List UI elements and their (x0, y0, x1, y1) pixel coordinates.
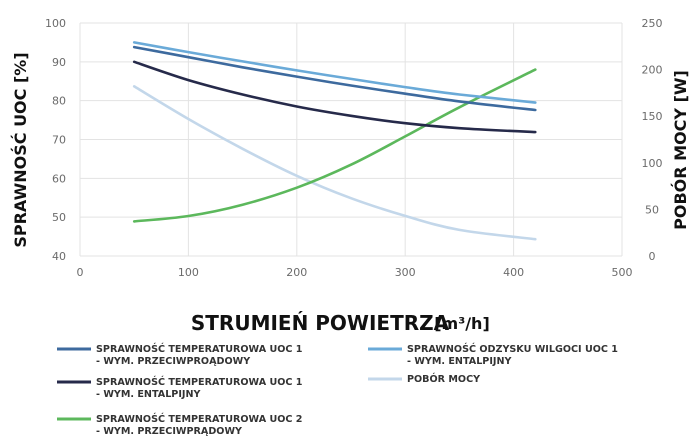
grid (79, 22, 623, 257)
x-axis-unit: [m³/h] (434, 314, 490, 333)
x-tick-label: 0 (77, 266, 84, 279)
series-lines (132, 41, 537, 241)
y2-tick-label: 150 (642, 110, 663, 123)
legend-item: SPRAWNOŚĆ TEMPERATUROWA UOC 1- WYM. PRZE… (57, 342, 303, 367)
y-tick-label: 100 (45, 17, 66, 30)
legend-label: SPRAWNOŚĆ ODZYSKU WILGOCI UOC 1 (407, 342, 618, 355)
y2-axis-title: POBÓR MOCY [W] (671, 70, 690, 230)
legend-label: SPRAWNOŚĆ TEMPERATUROWA UOC 1 (96, 375, 303, 388)
y-tick-label: 70 (52, 134, 66, 147)
legend-label-line2: - WYM. PRZECIWPRĄDOWY (96, 426, 243, 437)
x-tick-label: 500 (612, 266, 633, 279)
legend: SPRAWNOŚĆ TEMPERATUROWA UOC 1- WYM. PRZE… (57, 342, 618, 437)
legend-label-line2: - WYM. PRZECIWPROĄDOWY (96, 356, 251, 367)
x-tick-label: 300 (395, 266, 416, 279)
legend-item: SPRAWNOŚĆ TEMPERATUROWA UOC 1- WYM. ENTA… (57, 375, 303, 400)
x-tick-label: 200 (286, 266, 307, 279)
y-axis-title: SPRAWNOŚĆ UOC [%] (11, 52, 30, 247)
y2-tick-label: 200 (642, 64, 663, 77)
x-axis-title-group: STRUMIEŃ POWIETRZA [m³/h] (191, 311, 490, 335)
y2-tick-label: 50 (645, 203, 659, 216)
legend-label-line2: - WYM. ENTALPIJNY (96, 389, 202, 400)
legend-item: POBÓR MOCY (368, 372, 481, 385)
series-line-3 (132, 68, 537, 223)
y-tick-label: 90 (52, 56, 66, 69)
x-tick-label: 400 (503, 266, 524, 279)
legend-label: SPRAWNOŚĆ TEMPERATUROWA UOC 1 (96, 342, 303, 355)
legend-label: SPRAWNOŚĆ TEMPERATUROWA UOC 2 (96, 412, 302, 425)
legend-item: SPRAWNOŚĆ TEMPERATUROWA UOC 2- WYM. PRZE… (57, 412, 302, 437)
y-tick-label: 50 (52, 211, 66, 224)
legend-label: POBÓR MOCY (407, 372, 481, 385)
y2-tick-label: 0 (649, 250, 656, 263)
series-line-4 (132, 41, 537, 104)
x-tick-label: 100 (178, 266, 199, 279)
y-tick-label: 80 (52, 95, 66, 108)
series-line-5 (132, 85, 537, 241)
legend-item: SPRAWNOŚĆ ODZYSKU WILGOCI UOC 1- WYM. EN… (368, 342, 618, 367)
tick-labels: 40 50 60 70 80 90 100 0 100 200 300 400 500 0 50 100 150… (45, 17, 663, 279)
y2-tick-label: 250 (642, 17, 663, 30)
y-tick-label: 40 (52, 250, 66, 263)
legend-label-line2: - WYM. ENTALPIJNY (407, 356, 513, 367)
series-line-2 (132, 60, 537, 134)
series-line-1 (132, 45, 537, 112)
y2-tick-label: 100 (642, 157, 663, 170)
y-tick-label: 60 (52, 172, 66, 185)
x-axis-title: STRUMIEŃ POWIETRZA (191, 311, 450, 335)
